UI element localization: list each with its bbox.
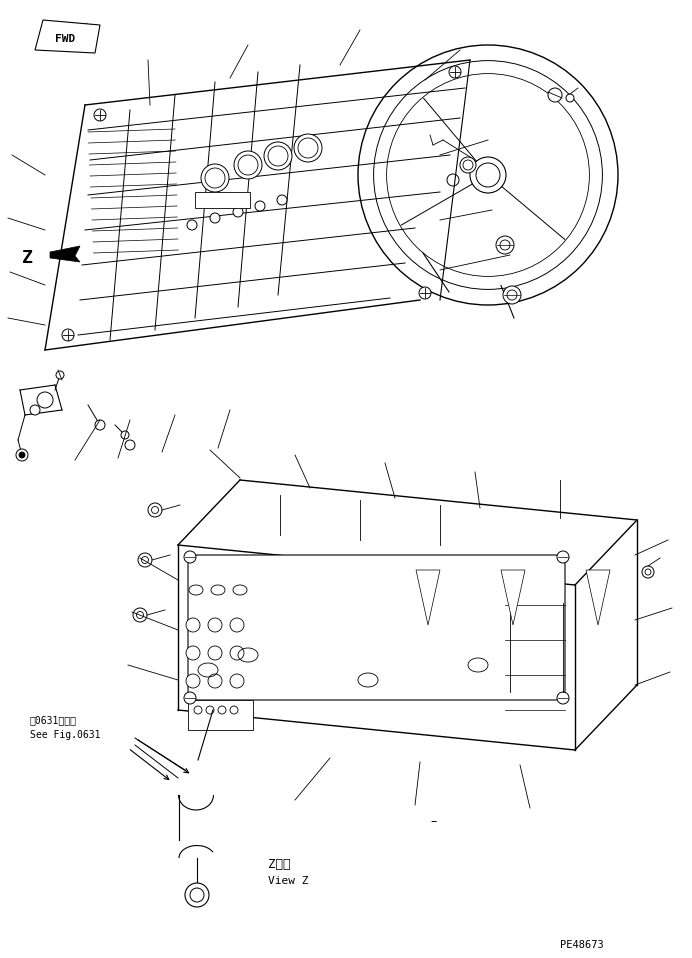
Text: 第0631図参照: 第0631図参照 <box>30 715 77 725</box>
Circle shape <box>557 692 569 704</box>
Text: View Z: View Z <box>268 876 309 886</box>
Circle shape <box>234 151 262 179</box>
Text: FWD: FWD <box>55 34 75 44</box>
Circle shape <box>62 329 74 341</box>
Circle shape <box>358 45 618 305</box>
Circle shape <box>208 646 222 660</box>
Circle shape <box>148 503 162 517</box>
Circle shape <box>94 109 106 121</box>
Circle shape <box>500 240 510 250</box>
Circle shape <box>645 569 651 575</box>
Circle shape <box>255 201 265 211</box>
Circle shape <box>233 207 243 217</box>
Circle shape <box>121 431 129 439</box>
Circle shape <box>268 146 288 166</box>
Circle shape <box>133 608 147 622</box>
Circle shape <box>208 618 222 632</box>
Circle shape <box>37 392 53 408</box>
Circle shape <box>187 220 197 230</box>
Circle shape <box>548 88 562 102</box>
Circle shape <box>449 66 461 78</box>
Circle shape <box>470 157 506 193</box>
Circle shape <box>194 706 202 714</box>
Circle shape <box>218 706 226 714</box>
Circle shape <box>205 168 225 188</box>
Circle shape <box>503 286 521 304</box>
Circle shape <box>642 566 654 578</box>
Circle shape <box>16 449 28 461</box>
Circle shape <box>230 674 244 688</box>
Circle shape <box>206 706 214 714</box>
Circle shape <box>387 74 590 277</box>
FancyBboxPatch shape <box>195 192 250 208</box>
Circle shape <box>294 134 322 162</box>
Circle shape <box>201 164 229 192</box>
Circle shape <box>95 420 105 430</box>
Circle shape <box>230 646 244 660</box>
Circle shape <box>125 440 135 450</box>
Text: –: – <box>430 815 436 828</box>
Circle shape <box>298 138 318 158</box>
Circle shape <box>19 452 25 458</box>
Circle shape <box>152 507 158 513</box>
Circle shape <box>264 142 292 170</box>
Circle shape <box>460 157 476 173</box>
Circle shape <box>374 60 603 289</box>
Circle shape <box>419 287 431 299</box>
Text: PE48673: PE48673 <box>560 940 603 950</box>
Circle shape <box>184 692 196 704</box>
Circle shape <box>208 674 222 688</box>
Polygon shape <box>586 570 610 625</box>
Circle shape <box>238 155 258 175</box>
Circle shape <box>496 236 514 254</box>
Text: Z　視: Z 視 <box>268 858 291 871</box>
Circle shape <box>557 551 569 563</box>
Circle shape <box>447 174 459 186</box>
Circle shape <box>136 611 143 619</box>
Circle shape <box>30 405 40 415</box>
Polygon shape <box>50 246 80 262</box>
Circle shape <box>186 646 200 660</box>
Text: Z: Z <box>22 249 33 267</box>
Circle shape <box>566 94 574 102</box>
Circle shape <box>277 195 287 205</box>
Circle shape <box>56 371 64 379</box>
Text: See Fig.0631: See Fig.0631 <box>30 730 100 740</box>
Circle shape <box>186 674 200 688</box>
Circle shape <box>184 551 196 563</box>
FancyBboxPatch shape <box>188 700 253 730</box>
FancyBboxPatch shape <box>188 555 565 700</box>
Circle shape <box>141 557 149 563</box>
Circle shape <box>463 160 473 170</box>
Circle shape <box>138 553 152 567</box>
Circle shape <box>230 706 238 714</box>
Circle shape <box>185 883 209 907</box>
Circle shape <box>186 618 200 632</box>
Circle shape <box>507 290 517 300</box>
Circle shape <box>210 213 220 223</box>
Circle shape <box>190 888 204 902</box>
Polygon shape <box>35 20 100 53</box>
Circle shape <box>476 163 500 187</box>
Circle shape <box>230 618 244 632</box>
Polygon shape <box>416 570 440 625</box>
Polygon shape <box>501 570 525 625</box>
